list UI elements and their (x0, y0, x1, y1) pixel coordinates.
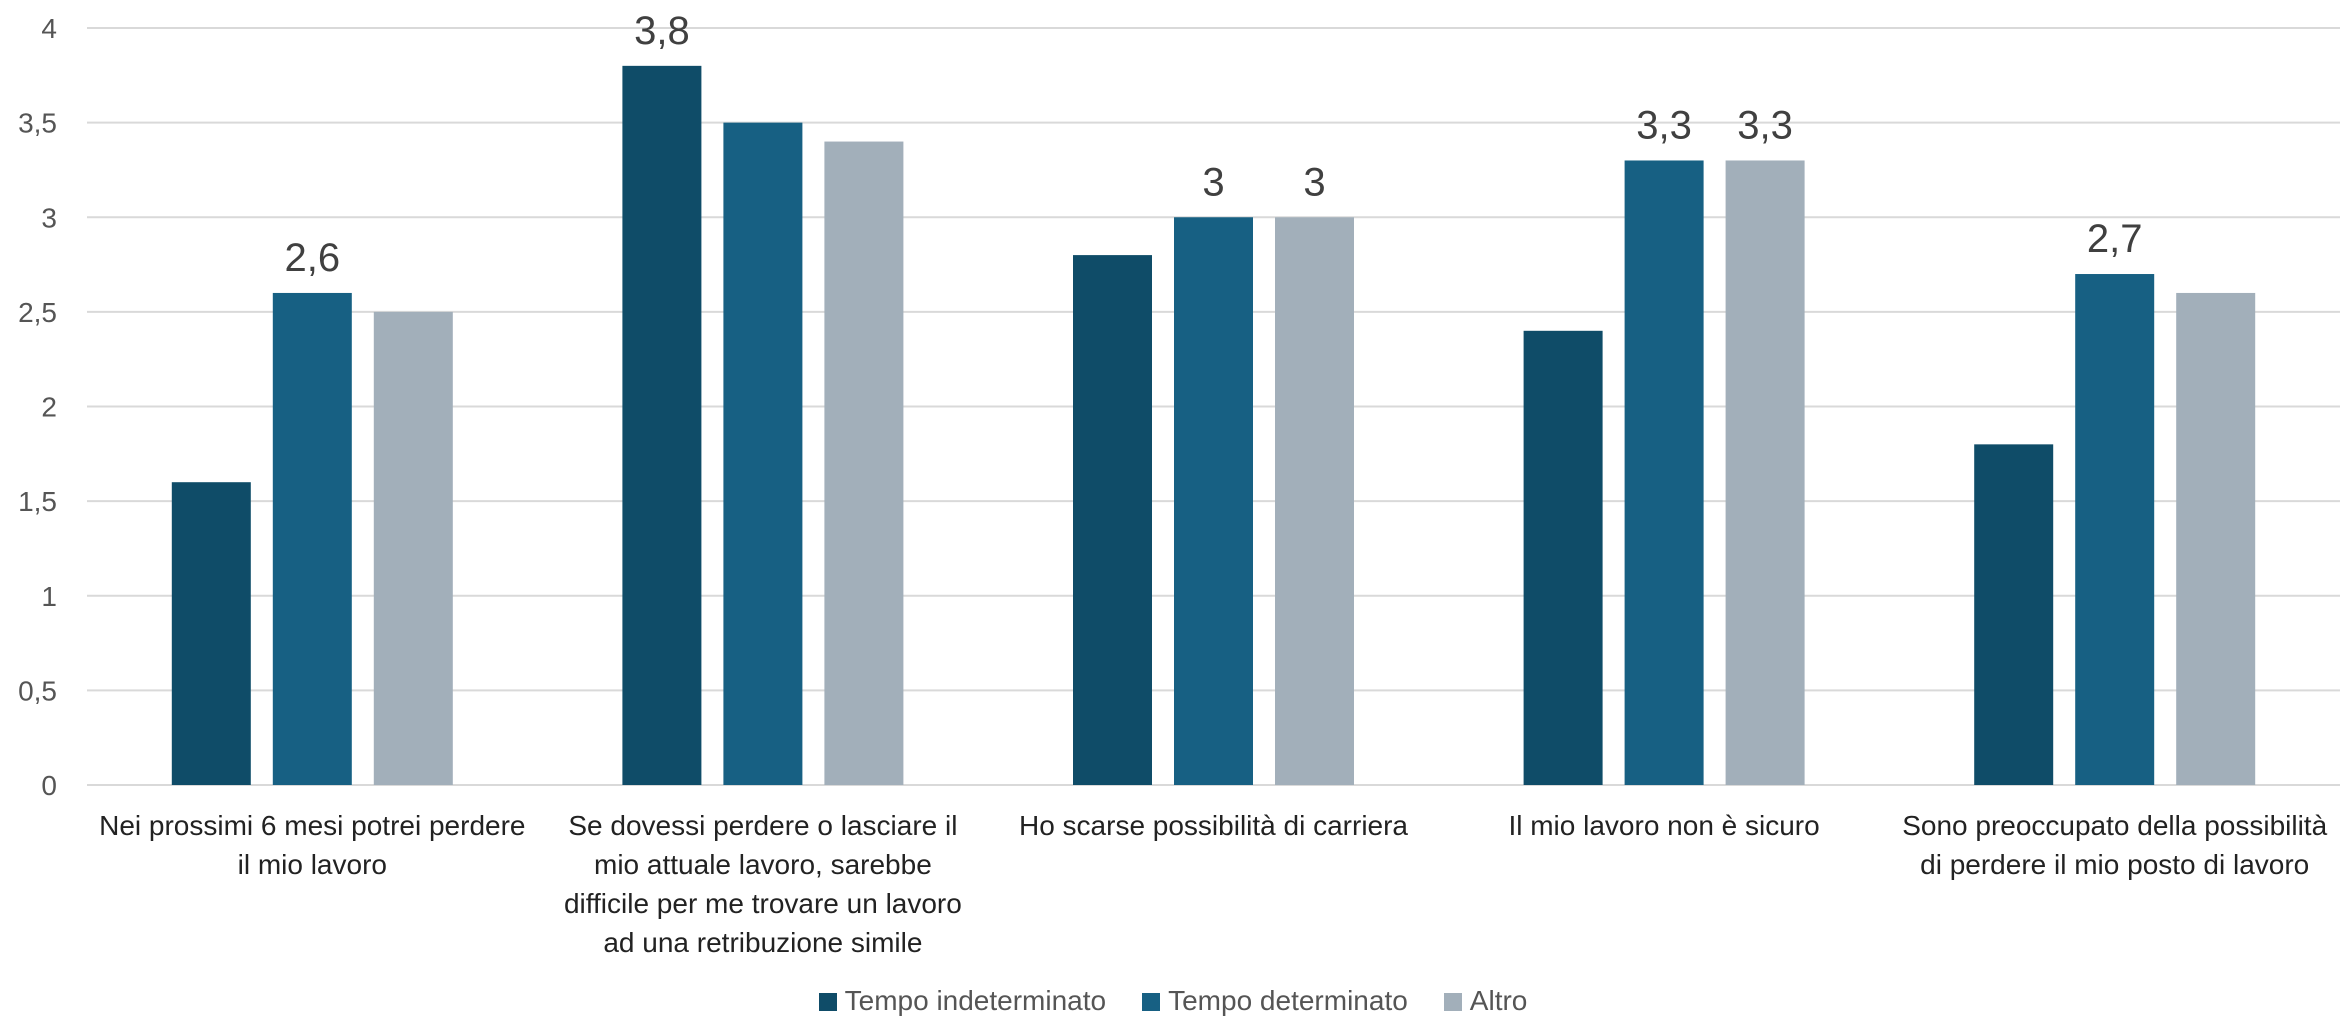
legend-label: Altro (1469, 985, 1528, 1016)
legend-swatch (818, 993, 837, 1011)
data-label: 3 (1202, 160, 1224, 204)
bar (1725, 160, 1805, 786)
bar (171, 482, 251, 785)
legend-label: Tempo determinato (1168, 985, 1408, 1016)
x-tick-label: Se dovessi perdere o lasciare il mio att… (563, 810, 962, 958)
bar (272, 292, 352, 785)
data-label: 3,3 (1636, 103, 1692, 147)
data-label: 3,3 (1737, 103, 1793, 147)
x-tick-label: Sono preoccupato della possibilità di pe… (1902, 810, 2328, 880)
x-tick-label: Ho scarse possibilità di carriera (1018, 810, 1409, 841)
bar (1275, 217, 1354, 785)
bar (1624, 160, 1704, 786)
y-tick-label: 1,5 (18, 486, 57, 517)
y-tick-label: 1 (41, 581, 57, 612)
y-tick-label: 3 (41, 202, 57, 233)
bar (373, 311, 453, 785)
bar (723, 122, 803, 785)
legend-label: Tempo indeterminato (844, 985, 1107, 1016)
legend: Tempo indeterminato Tempo determinato Altr… (0, 985, 2346, 1017)
bar (2075, 274, 2155, 785)
bar (1174, 217, 1253, 785)
bar (622, 65, 702, 786)
y-tick-label: 4 (41, 13, 57, 44)
data-label: 2,7 (2087, 217, 2143, 261)
bar (1974, 444, 2054, 785)
bar (1073, 255, 1152, 786)
y-tick-label: 2,5 (18, 297, 57, 328)
data-label: 3,8 (634, 9, 690, 53)
x-tick-label: Il mio lavoro non è sicuro (1508, 810, 1820, 841)
bar (2176, 292, 2256, 785)
y-tick-label: 0,5 (18, 675, 57, 706)
y-tick-label: 3,5 (18, 108, 57, 139)
data-label: 2,6 (284, 236, 340, 280)
data-label: 3 (1303, 160, 1325, 204)
y-tick-label: 0 (41, 770, 57, 801)
bar (1523, 330, 1603, 785)
legend-swatch (1142, 993, 1161, 1011)
legend-item: Tempo determinato (1142, 985, 1408, 1017)
legend-swatch (1443, 993, 1462, 1011)
y-tick-label: 2 (41, 392, 57, 423)
x-tick-label: Nei prossimi 6 mesi potrei perdere il mi… (99, 810, 526, 880)
legend-item: Altro (1443, 985, 1528, 1017)
bar (824, 141, 904, 786)
legend-item: Tempo indeterminato (818, 985, 1107, 1017)
